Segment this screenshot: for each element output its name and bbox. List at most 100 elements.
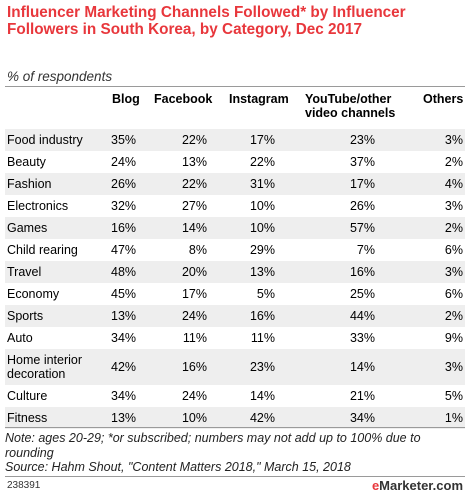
cell-blog: 32% bbox=[111, 199, 137, 213]
cell-facebook: 16% bbox=[151, 349, 227, 385]
table-row: Food industry 35% 22% 17% 23% 3% bbox=[5, 129, 465, 151]
cell-others: 6% bbox=[444, 287, 463, 301]
cell-instagram: 22% bbox=[249, 155, 275, 169]
cell-instagram: 10% bbox=[249, 199, 275, 213]
cell-others: 1% bbox=[419, 407, 465, 429]
header-row: Blog Facebook Instagram YouTube/other vi… bbox=[5, 87, 465, 129]
cell-blog: 45% bbox=[111, 287, 137, 301]
cell-blog: 13% bbox=[111, 407, 151, 429]
cell-facebook: 20% bbox=[151, 261, 227, 283]
row-label: Electronics bbox=[7, 199, 69, 213]
table-body: Food industry 35% 22% 17% 23% 3% Beauty 24% 13% 2… bbox=[5, 129, 465, 429]
table-row: Games 16% 14% 10% 57% 2% bbox=[5, 217, 465, 239]
cell-others: 2% bbox=[419, 217, 465, 239]
cell-instagram: 10% bbox=[227, 217, 303, 239]
chart-id: 238391 bbox=[7, 480, 41, 491]
cell-blog: 48% bbox=[111, 261, 151, 283]
cell-youtube: 26% bbox=[349, 199, 375, 213]
cell-instagram: 31% bbox=[227, 173, 303, 195]
cell-blog: 13% bbox=[111, 305, 151, 327]
table-row: Beauty 24% 13% 22% 37% 2% bbox=[5, 151, 465, 173]
cell-instagram: 16% bbox=[227, 305, 303, 327]
note-text: Note: ages 20-29; *or subscribed; number… bbox=[5, 431, 421, 460]
cell-facebook: 24% bbox=[151, 305, 227, 327]
cell-youtube: 7% bbox=[356, 243, 375, 257]
cell-others: 3% bbox=[419, 349, 465, 385]
cell-facebook: 24% bbox=[181, 389, 207, 403]
cell-instagram: 5% bbox=[256, 287, 275, 301]
row-label: Travel bbox=[5, 261, 111, 283]
table-row: Fashion 26% 22% 31% 17% 4% bbox=[5, 173, 465, 195]
cell-youtube: 57% bbox=[303, 217, 419, 239]
cell-facebook: 17% bbox=[181, 287, 207, 301]
cell-blog: 24% bbox=[111, 155, 137, 169]
table-row: Child rearing 47% 8% 29% 7% 6% bbox=[5, 239, 465, 261]
cell-others: 3% bbox=[419, 129, 465, 151]
cell-others: 2% bbox=[444, 155, 463, 169]
top-rule bbox=[5, 86, 465, 87]
cell-youtube: 44% bbox=[303, 305, 419, 327]
cell-youtube: 14% bbox=[303, 349, 419, 385]
cell-youtube: 37% bbox=[349, 155, 375, 169]
table-row: Culture 34% 24% 14% 21% 5% bbox=[5, 385, 465, 407]
bottom-rule bbox=[5, 427, 465, 428]
data-table: Blog Facebook Instagram YouTube/other vi… bbox=[5, 87, 465, 429]
cell-youtube: 34% bbox=[303, 407, 419, 429]
row-label: Auto bbox=[7, 331, 33, 345]
cell-instagram: 17% bbox=[227, 129, 303, 151]
cell-others: 6% bbox=[444, 243, 463, 257]
footer-rule bbox=[5, 476, 465, 477]
row-label: Home interior decoration bbox=[5, 349, 111, 385]
cell-blog: 16% bbox=[111, 217, 151, 239]
cell-youtube: 21% bbox=[349, 389, 375, 403]
row-label: Economy bbox=[7, 287, 60, 301]
header-others: Others bbox=[423, 92, 464, 106]
chart-notes: Note: ages 20-29; *or subscribed; number… bbox=[5, 431, 465, 475]
cell-facebook: 13% bbox=[181, 155, 207, 169]
cell-facebook: 8% bbox=[188, 243, 207, 257]
header-facebook: Facebook bbox=[154, 92, 213, 106]
table-row: Electronics 32% 27% 10% 26% 3% bbox=[5, 195, 465, 217]
cell-facebook: 10% bbox=[151, 407, 227, 429]
cell-instagram: 11% bbox=[250, 331, 275, 345]
row-label: Culture bbox=[7, 389, 48, 403]
header-category bbox=[5, 87, 111, 129]
cell-facebook: 11% bbox=[182, 331, 207, 345]
cell-others: 9% bbox=[444, 331, 463, 345]
cell-instagram: 29% bbox=[249, 243, 275, 257]
table-row: Fitness 13% 10% 42% 34% 1% bbox=[5, 407, 465, 429]
row-label: Fashion bbox=[5, 173, 111, 195]
cell-others: 3% bbox=[444, 199, 463, 213]
cell-others: 2% bbox=[419, 305, 465, 327]
row-label: Fitness bbox=[5, 407, 111, 429]
cell-others: 4% bbox=[419, 173, 465, 195]
chart-title: Influencer Marketing Channels Followed* … bbox=[7, 4, 406, 38]
row-label: Games bbox=[5, 217, 111, 239]
cell-blog: 26% bbox=[111, 173, 151, 195]
row-label: Sports bbox=[5, 305, 111, 327]
table-row: Sports 13% 24% 16% 44% 2% bbox=[5, 305, 465, 327]
emarketer-logo: eMarketer.com bbox=[371, 478, 463, 493]
table-row: Travel 48% 20% 13% 16% 3% bbox=[5, 261, 465, 283]
cell-blog: 42% bbox=[111, 349, 151, 385]
row-label: Beauty bbox=[7, 155, 46, 169]
header-blog: Blog bbox=[112, 92, 140, 106]
row-label: Child rearing bbox=[7, 243, 78, 257]
cell-facebook: 27% bbox=[181, 199, 207, 213]
cell-blog: 35% bbox=[111, 129, 151, 151]
cell-youtube: 33% bbox=[349, 331, 375, 345]
cell-blog: 47% bbox=[111, 243, 137, 257]
cell-facebook: 22% bbox=[151, 173, 227, 195]
table-row: Economy 45% 17% 5% 25% 6% bbox=[5, 283, 465, 305]
table-row: Auto 34% 11% 11% 33% 9% bbox=[5, 327, 465, 349]
cell-instagram: 42% bbox=[227, 407, 303, 429]
cell-instagram: 23% bbox=[227, 349, 303, 385]
cell-blog: 34% bbox=[111, 331, 137, 345]
table-row: Home interior decoration 42% 16% 23% 14% 3% bbox=[5, 349, 465, 385]
cell-facebook: 14% bbox=[151, 217, 227, 239]
header-youtube: YouTube/other video channels bbox=[305, 92, 396, 120]
cell-others: 5% bbox=[444, 389, 463, 403]
cell-instagram: 13% bbox=[227, 261, 303, 283]
row-label: Food industry bbox=[5, 129, 111, 151]
cell-facebook: 22% bbox=[151, 129, 227, 151]
